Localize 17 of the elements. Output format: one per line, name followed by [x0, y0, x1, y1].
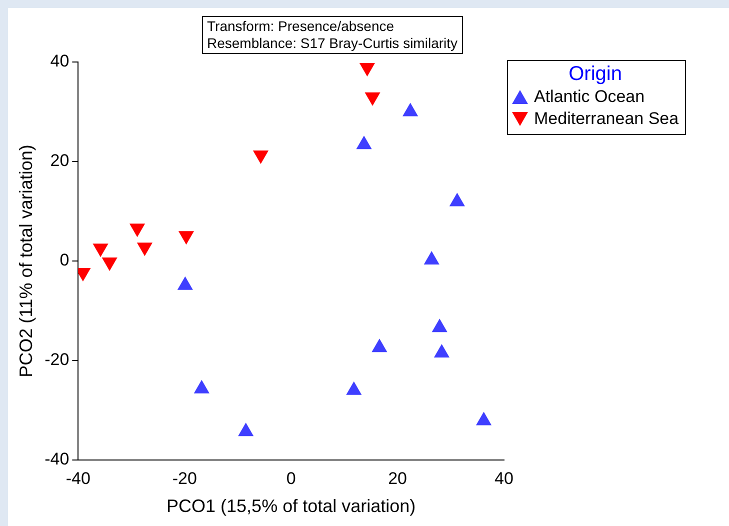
- text: Resemblance: S17 Bray-Curtis similarity: [207, 35, 458, 52]
- y-tick-label: 0: [60, 250, 70, 270]
- y-tick-label: 40: [50, 52, 70, 71]
- text: Transform: Presence/absence: [207, 18, 396, 35]
- x-axis-title: PCO1 (15,5% of total variation): [166, 496, 416, 516]
- y-tick-label: -20: [44, 350, 70, 370]
- x-tick-label: -40: [66, 468, 90, 488]
- legend-label: Mediterranean Sea: [534, 108, 679, 130]
- x-tick-label: 20: [388, 468, 408, 488]
- legend-label: Atlantic Ocean: [534, 86, 645, 108]
- y-tick-label: 20: [50, 151, 70, 170]
- x-tick-label: 40: [494, 468, 514, 488]
- x-tick-label: 0: [286, 468, 296, 488]
- y-tick-label: -40: [44, 450, 70, 469]
- legend-title: Origin: [568, 63, 623, 86]
- x-tick-label: -20: [172, 468, 197, 488]
- y-axis-title: PCO2 (11% of total variation): [16, 144, 36, 378]
